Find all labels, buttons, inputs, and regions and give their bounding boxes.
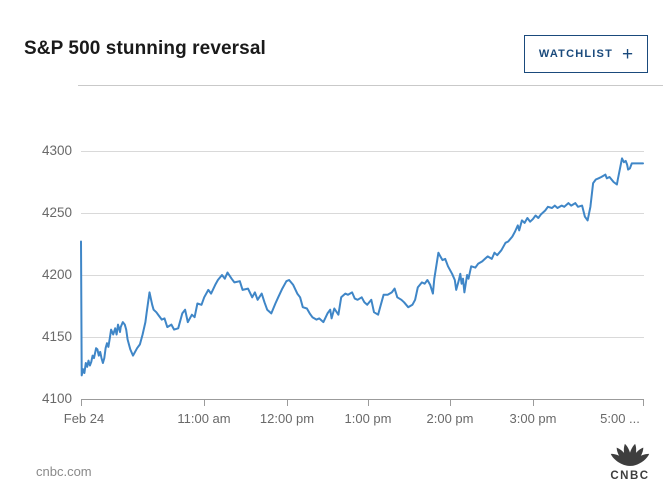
y-axis-label: 4150 bbox=[41, 329, 72, 344]
x-tickmark bbox=[81, 400, 82, 406]
watchlist-button-label: WATCHLIST bbox=[538, 48, 614, 60]
x-tickmark bbox=[450, 400, 451, 406]
y-axis-label: 4250 bbox=[41, 205, 72, 220]
x-axis-label: 3:00 pm bbox=[509, 411, 557, 426]
x-axis-label: 5:00 ... bbox=[600, 411, 640, 426]
plus-icon: + bbox=[622, 43, 634, 65]
x-axis-label: 1:00 pm bbox=[344, 411, 392, 426]
cnbc-peacock-icon bbox=[610, 443, 650, 466]
cnbc-logo-text: CNBC bbox=[610, 470, 650, 482]
y-axis-label: 4300 bbox=[41, 143, 72, 158]
page-title: S&P 500 stunning reversal bbox=[24, 38, 266, 59]
x-axis-line bbox=[81, 399, 644, 400]
x-axis-label: 12:00 pm bbox=[259, 411, 315, 426]
y-axis-label: 4200 bbox=[41, 267, 72, 282]
x-axis-label: 2:00 pm bbox=[426, 411, 474, 426]
watchlist-button[interactable]: WATCHLIST + bbox=[524, 35, 648, 73]
x-tickmark bbox=[643, 400, 644, 406]
gridline-4300 bbox=[81, 151, 644, 152]
cnbc-logo: CNBC bbox=[602, 440, 658, 482]
x-tickmark bbox=[204, 400, 205, 406]
source-caption: cnbc.com bbox=[36, 464, 92, 479]
y-axis-label: 4100 bbox=[41, 391, 72, 406]
x-axis-label: 11:00 am bbox=[177, 411, 231, 426]
x-tickmark bbox=[533, 400, 534, 406]
x-axis-label: Feb 24 bbox=[63, 411, 105, 426]
header-divider bbox=[78, 85, 663, 86]
x-tickmark bbox=[287, 400, 288, 406]
x-tickmark bbox=[368, 400, 369, 406]
chart-plot-area[interactable] bbox=[81, 120, 644, 399]
